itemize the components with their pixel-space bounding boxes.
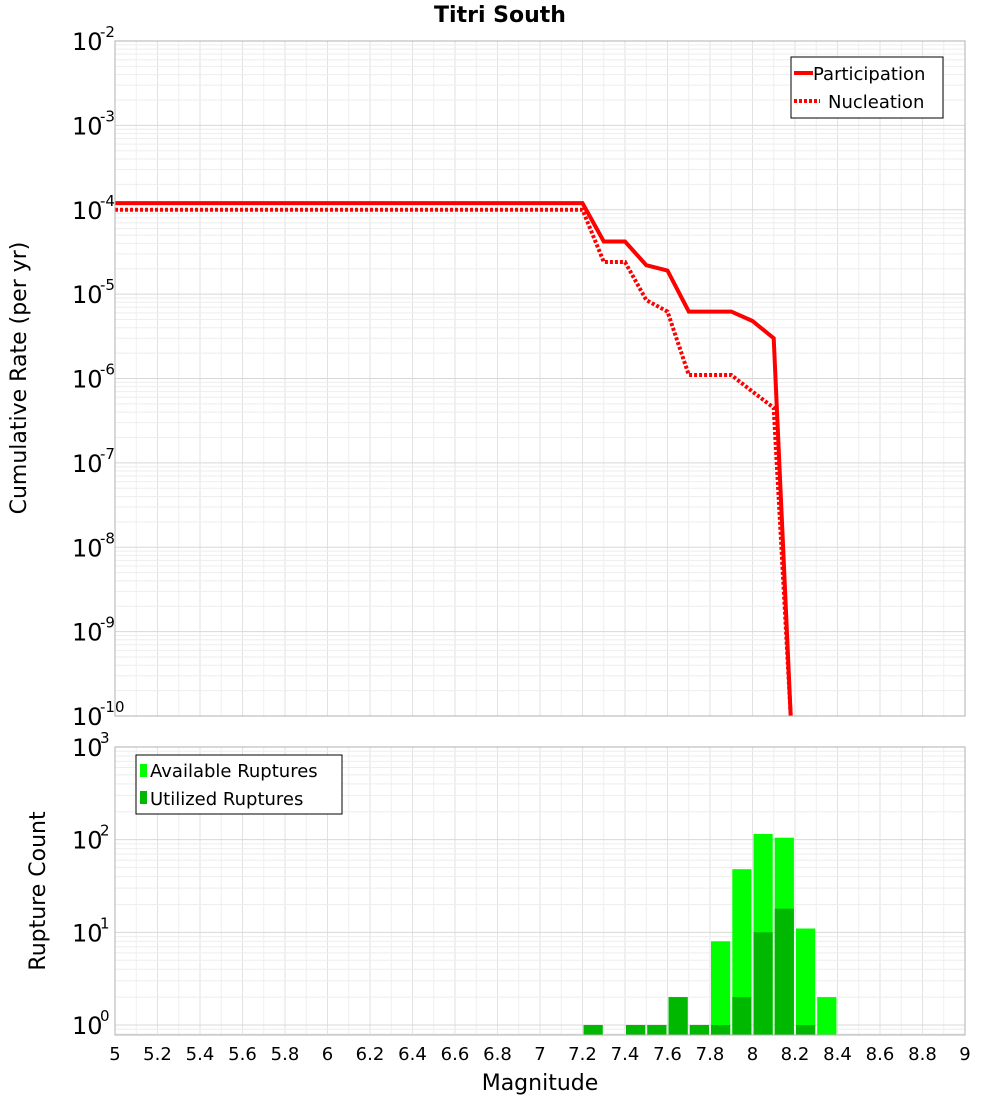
utilized-rupture-bar [668,997,688,1035]
top-y-tick-label: 10 [72,197,103,225]
legend-utilized-swatch [140,791,147,804]
top-y-tick-label: 10 [72,534,103,562]
legend-available-swatch [140,764,147,777]
x-tick-label: 7 [534,1044,545,1065]
utilized-rupture-bar [647,1025,667,1035]
bottom-legend: Available Ruptures Utilized Ruptures [135,754,343,815]
x-tick-label: 6.8 [483,1044,512,1065]
top-legend-box [790,56,944,119]
top-plot-frame [114,40,966,717]
bottom-y-axis-label: Rupture Count [26,811,51,971]
available-rupture-bar [711,941,731,1035]
x-tick-label: 6.4 [398,1044,427,1065]
top-series-lines [115,201,793,717]
top-y-tick-exponent: -9 [100,614,115,632]
x-tick-label: 8.6 [866,1044,895,1065]
x-tick-label: 6.2 [356,1044,385,1065]
top-y-tick-label: 10 [72,450,103,478]
chart-title: Titri South [434,3,566,28]
available-rupture-bar [817,997,837,1035]
top-y-tick-exponent: -4 [100,192,115,210]
x-axis-label: Magnitude [482,1071,599,1096]
top-y-tick-exponent: -2 [100,23,115,41]
utilized-rupture-bar [732,997,752,1035]
available-rupture-bar [796,928,816,1035]
bottom-y-tick-label: 10 [72,1012,103,1040]
series-line-nucleation [115,207,793,717]
x-tick-label: 6 [322,1044,333,1065]
x-tick-label: 5 [109,1044,120,1065]
x-tick-label: 5.4 [186,1044,215,1065]
x-tick-label: 6.6 [441,1044,470,1065]
series-line-participation [115,201,793,717]
bottom-bars [583,834,837,1035]
utilized-rupture-bar [689,1025,709,1035]
utilized-rupture-bar [711,1025,731,1035]
x-tick-label: 7.8 [696,1044,725,1065]
top-y-tick-label: 10 [72,366,103,394]
utilized-rupture-bar [774,908,794,1035]
bottom-y-tick-label: 10 [72,827,103,855]
top-y-tick-label: 10 [72,112,103,140]
bottom-y-tick-exponent: 1 [100,914,110,932]
x-tick-label: 7.6 [653,1044,682,1065]
top-y-tick-exponent: -3 [100,107,115,125]
top-y-tick-exponent: -10 [100,698,125,716]
x-tick-label: 8 [747,1044,758,1065]
x-tick-label: 9 [959,1044,970,1065]
legend-utilized-label: Utilized Ruptures [150,789,303,810]
top-y-axis-label: Cumulative Rate (per yr) [7,242,32,515]
top-y-tick-labels: 10-210-310-410-510-610-710-810-910-10 [72,23,125,731]
x-tick-label: 7.4 [611,1044,640,1065]
utilized-rupture-bar [583,1025,603,1035]
cumulative-rate-panel: 10-210-310-410-510-610-710-810-910-10 Cu… [7,23,966,731]
bottom-y-tick-exponent: 0 [100,1007,110,1025]
x-tick-labels: 5 5.2 5.4 5.6 5.8 6 6.2 6.4 6.6 6.8 7 7.2 7.4 7.6 7.8 8… [109,1044,970,1065]
legend-nucleation-label: Nucleation [828,92,924,113]
available-rupture-bar [732,869,752,1035]
x-tick-label: 8.2 [781,1044,810,1065]
top-y-tick-label: 10 [72,281,103,309]
bottom-y-tick-label: 10 [72,919,103,947]
x-tick-label: 7.2 [568,1044,597,1065]
bottom-grid [114,747,966,1035]
utilized-rupture-bar [753,932,773,1035]
bottom-y-tick-label: 10 [72,734,103,762]
top-y-tick-label: 10 [72,619,103,647]
top-y-tick-label: 10 [72,703,103,731]
bottom-plot-frame [114,746,966,1036]
top-y-tick-exponent: -7 [100,445,115,463]
utilized-rupture-bar [796,1025,816,1035]
top-y-tick-exponent: -5 [100,276,115,294]
x-tick-label: 8.8 [908,1044,937,1065]
x-tick-label: 5.2 [143,1044,172,1065]
utilized-rupture-bar [626,1025,646,1035]
legend-participation-label: Participation [813,64,925,85]
bottom-legend-box [135,754,343,815]
legend-available-label: Available Ruptures [150,761,318,782]
x-tick-label: 8.4 [823,1044,852,1065]
top-y-tick-exponent: -8 [100,529,115,547]
x-tick-label: 5.8 [271,1044,300,1065]
bottom-y-tick-exponent: 2 [100,822,110,840]
bottom-y-tick-exponent: 3 [100,729,110,747]
top-grid [114,41,966,717]
top-y-tick-label: 10 [72,28,103,56]
top-y-tick-exponent: -6 [100,361,115,379]
x-tick-label: 5.6 [228,1044,257,1065]
top-legend: Participation Nucleation [790,56,944,119]
